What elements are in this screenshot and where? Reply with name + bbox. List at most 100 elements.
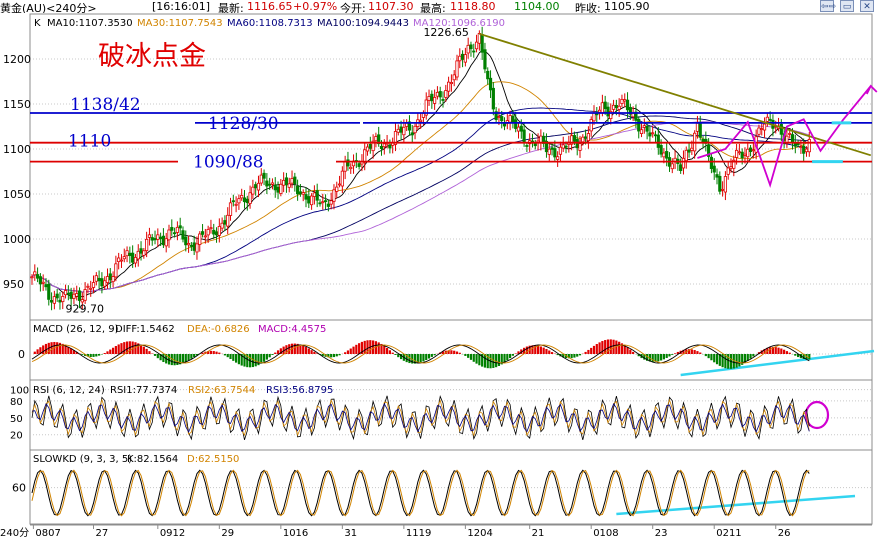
candle-body	[279, 183, 283, 194]
x-tick-label: 29	[221, 528, 234, 539]
candle-body	[757, 127, 761, 135]
candle-body	[189, 245, 193, 247]
candle-body	[455, 60, 459, 78]
candle-body	[142, 250, 146, 256]
candle-body	[284, 177, 289, 186]
candle-body	[469, 44, 473, 50]
candle-body	[388, 144, 392, 149]
ma-legend-item: MA100:1094.9443	[317, 18, 409, 29]
x-tick-label: 0108	[593, 528, 618, 539]
candle-body	[743, 153, 747, 156]
candle-body	[228, 202, 233, 216]
candle-body	[595, 113, 599, 116]
candle-body	[374, 136, 378, 142]
candle-body	[125, 250, 129, 257]
candle-body	[544, 140, 549, 153]
candle-body	[444, 90, 448, 98]
candle-body	[44, 284, 48, 288]
candle-body	[312, 192, 316, 197]
candle-body	[790, 134, 795, 143]
rsi3-legend: RSI3:56.8795	[266, 385, 333, 396]
candle-body	[72, 293, 76, 299]
candle-body	[701, 138, 705, 143]
kd-d-line	[31, 469, 810, 517]
candle-body	[452, 74, 456, 81]
candle-body	[698, 122, 702, 138]
candle-body	[86, 285, 90, 288]
candle-body	[488, 77, 493, 91]
ma-legend-item: MA60:1108.7313	[227, 18, 313, 29]
candle-body	[52, 296, 56, 304]
candle-body	[799, 146, 803, 149]
candle-body	[105, 276, 110, 283]
candle-body	[410, 132, 414, 136]
candle-body	[304, 194, 308, 200]
level-label-1090: 1090/88	[193, 153, 264, 173]
candle-body	[690, 147, 694, 151]
open-value: 1107.30	[368, 0, 414, 13]
candle-body	[38, 276, 42, 285]
candle-body	[779, 123, 783, 135]
candle-body	[712, 165, 716, 173]
candle-body	[407, 121, 412, 131]
rsi-title: RSI (6, 12, 24)	[33, 385, 105, 396]
candle-body	[435, 91, 440, 97]
candle-body	[656, 134, 660, 148]
candle-body	[768, 118, 772, 121]
candle-body	[315, 190, 319, 201]
prev-close-value: 1105.90	[604, 0, 650, 13]
x-tick-label: 0211	[716, 528, 741, 539]
level-label-1110: 1110	[68, 132, 111, 152]
rsi2-line	[31, 398, 810, 437]
candle-body	[240, 194, 244, 199]
open-label: 今开:	[340, 2, 366, 13]
candle-body	[66, 292, 70, 295]
candle-body	[94, 275, 98, 282]
main-y-tick: 1050	[3, 188, 31, 201]
candle-body	[346, 159, 350, 167]
candle-body	[449, 82, 453, 85]
candle-body	[335, 186, 339, 192]
candle-body	[625, 99, 630, 111]
candle-body	[326, 203, 330, 207]
candle-body	[323, 200, 328, 203]
candle-body	[586, 133, 591, 142]
close-button[interactable]: ✕	[860, 0, 874, 12]
candle-body	[268, 183, 272, 186]
candle-body	[684, 149, 688, 162]
high-value: 1118.80	[450, 0, 496, 13]
candle-body	[368, 144, 372, 149]
candle-body	[282, 179, 286, 186]
candle-body	[293, 176, 297, 185]
candle-body	[156, 234, 160, 240]
candle-body	[740, 151, 744, 159]
candle-body	[653, 134, 658, 137]
candle-body	[600, 102, 604, 114]
candle-body	[581, 136, 585, 143]
candle-body	[153, 238, 157, 241]
macd-y-tick: 0	[18, 348, 25, 361]
candle-body	[603, 101, 607, 110]
candle-body	[802, 145, 806, 154]
candle-body	[128, 252, 132, 256]
quote-header: 黄金(AU)<240分> [16:16:01] 最新: 1116.65 +0.9…	[0, 0, 892, 13]
candle-body	[659, 144, 663, 155]
ma120-line	[31, 121, 810, 293]
candle-body	[427, 96, 431, 101]
candle-body	[642, 125, 646, 128]
maximize-button[interactable]: ▭	[840, 0, 854, 12]
x-tick-label: 0912	[160, 528, 185, 539]
candle-body	[623, 99, 627, 102]
candle-body	[242, 197, 247, 203]
candle-body	[419, 119, 423, 123]
candle-body	[119, 259, 124, 262]
candle-body	[147, 234, 152, 238]
x-tick-label: 0807	[35, 528, 60, 539]
scroll-arrows-button[interactable]: ⇦⇨	[820, 0, 837, 12]
candle-body	[617, 105, 621, 110]
candle-body	[788, 133, 792, 135]
candle-body	[413, 125, 417, 134]
macd-title: MACD (26, 12, 9)	[33, 324, 119, 335]
low-annotation: 929.70	[66, 302, 105, 315]
candle-body	[248, 192, 252, 204]
